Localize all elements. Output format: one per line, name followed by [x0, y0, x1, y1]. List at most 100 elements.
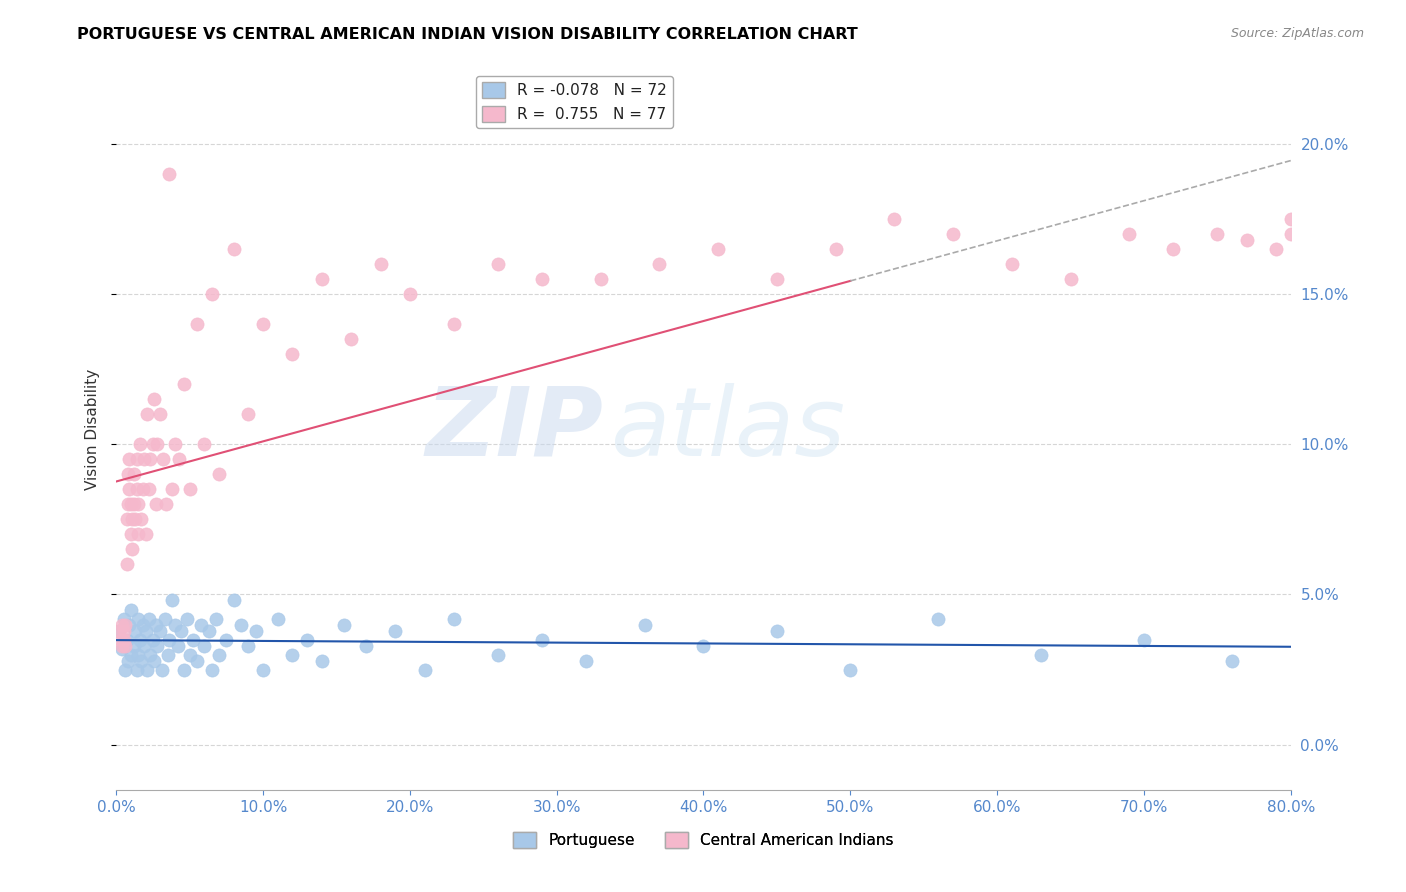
Point	[1279, 227, 1302, 241]
Point	[118, 483, 141, 497]
Point	[229, 617, 252, 632]
Point	[139, 648, 162, 662]
Point	[139, 452, 162, 467]
Point	[883, 211, 905, 226]
Point	[157, 167, 180, 181]
Point	[138, 611, 160, 625]
Point	[634, 617, 657, 632]
Point	[413, 663, 436, 677]
Point	[281, 648, 304, 662]
Point	[208, 467, 231, 482]
Point	[114, 663, 136, 677]
Point	[311, 272, 333, 286]
Point	[124, 512, 146, 526]
Point	[839, 663, 862, 677]
Point	[122, 467, 145, 482]
Point	[333, 617, 356, 632]
Point	[121, 542, 143, 557]
Point	[153, 611, 176, 625]
Point	[766, 624, 789, 638]
Point	[111, 617, 134, 632]
Point	[589, 272, 612, 286]
Point	[121, 512, 143, 526]
Point	[160, 593, 183, 607]
Point	[1001, 257, 1024, 271]
Point	[384, 624, 406, 638]
Point	[118, 617, 141, 632]
Point	[120, 527, 142, 541]
Point	[142, 632, 165, 647]
Point	[125, 483, 148, 497]
Point	[295, 632, 318, 647]
Point	[399, 287, 422, 301]
Point	[163, 617, 186, 632]
Point	[131, 617, 153, 632]
Point	[143, 654, 166, 668]
Point	[267, 611, 290, 625]
Point	[340, 332, 363, 346]
Point	[149, 624, 172, 638]
Point	[222, 593, 245, 607]
Point	[252, 663, 274, 677]
Point	[486, 648, 509, 662]
Point	[112, 611, 135, 625]
Point	[354, 639, 377, 653]
Point	[117, 467, 139, 482]
Point	[179, 648, 201, 662]
Point	[134, 639, 156, 653]
Point	[186, 654, 208, 668]
Point	[145, 617, 167, 632]
Point	[115, 632, 138, 647]
Point	[136, 407, 159, 421]
Point	[252, 317, 274, 331]
Point	[1220, 654, 1243, 668]
Point	[167, 639, 190, 653]
Point	[155, 497, 177, 511]
Point	[111, 641, 134, 656]
Point	[193, 639, 215, 653]
Point	[160, 483, 183, 497]
Point	[1161, 242, 1184, 256]
Text: atlas: atlas	[610, 383, 845, 475]
Point	[176, 611, 198, 625]
Point	[124, 624, 146, 638]
Text: ZIP: ZIP	[426, 383, 603, 475]
Point	[135, 624, 157, 638]
Point	[117, 497, 139, 511]
Point	[245, 624, 267, 638]
Point	[193, 437, 215, 451]
Point	[136, 663, 159, 677]
Point	[486, 257, 509, 271]
Point	[370, 257, 392, 271]
Point	[114, 639, 136, 653]
Point	[824, 242, 846, 256]
Point	[173, 377, 195, 392]
Point	[530, 632, 553, 647]
Point	[443, 611, 465, 625]
Point	[942, 227, 965, 241]
Point	[143, 392, 166, 406]
Point	[131, 483, 153, 497]
Point	[110, 632, 132, 647]
Point	[146, 437, 169, 451]
Point	[215, 632, 238, 647]
Point	[156, 648, 179, 662]
Point	[122, 639, 145, 653]
Point	[170, 624, 193, 638]
Point	[927, 611, 949, 625]
Point	[142, 437, 165, 451]
Point	[125, 452, 148, 467]
Y-axis label: Vision Disability: Vision Disability	[86, 368, 100, 490]
Point	[766, 272, 789, 286]
Point	[129, 512, 152, 526]
Point	[118, 452, 141, 467]
Point	[111, 639, 134, 653]
Point	[127, 497, 149, 511]
Point	[186, 317, 208, 331]
Point	[127, 648, 149, 662]
Point	[120, 497, 142, 511]
Point	[128, 437, 150, 451]
Point	[127, 611, 149, 625]
Point	[129, 654, 152, 668]
Point	[205, 611, 228, 625]
